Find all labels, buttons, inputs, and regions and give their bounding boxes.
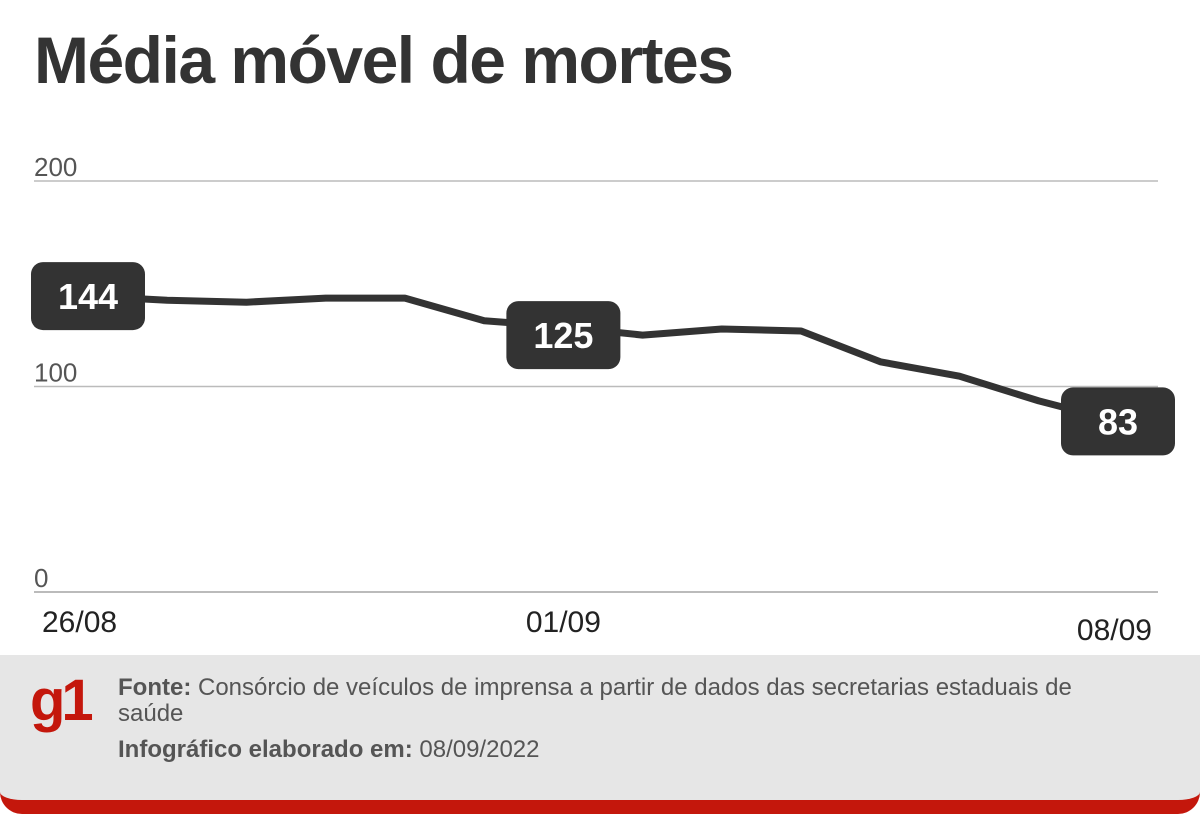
- x-tick-label-01-09: 01/09: [526, 606, 601, 639]
- date-note: Infográfico elaborado em: 08/09/2022: [118, 737, 540, 763]
- line-chart: 0 100 200 26/08 01/09 08/09 144 125 83: [31, 152, 1175, 647]
- g1-logo: g1: [30, 668, 94, 733]
- x-tick-label-08-09: 08/09: [1077, 614, 1152, 647]
- data-label-box-26-08: [31, 262, 145, 331]
- y-tick-label-200: 200: [34, 152, 77, 182]
- chart-title: Média móvel de mortes: [34, 23, 734, 97]
- source-label: Fonte:: [118, 674, 192, 701]
- data-label-box-01-09: [506, 301, 621, 370]
- date-text: 08/09/2022: [412, 736, 540, 763]
- data-label-01-09: 125: [533, 315, 593, 356]
- source-note: Fonte: Consórcio de veículos de imprensa…: [118, 675, 1118, 727]
- data-label-08-09: 83: [1098, 401, 1138, 442]
- y-tick-label-100: 100: [34, 358, 77, 388]
- date-label: Infográfico elaborado em:: [118, 736, 413, 763]
- y-tick-label-0: 0: [34, 563, 48, 593]
- data-label-box-08-09: [1061, 387, 1175, 456]
- source-text: Consórcio de veículos de imprensa a part…: [118, 674, 1072, 727]
- x-tick-label-26-08: 26/08: [42, 606, 117, 639]
- footer: g1 Fonte: Consórcio de veículos de impre…: [0, 655, 1200, 814]
- data-label-26-08: 144: [58, 276, 118, 317]
